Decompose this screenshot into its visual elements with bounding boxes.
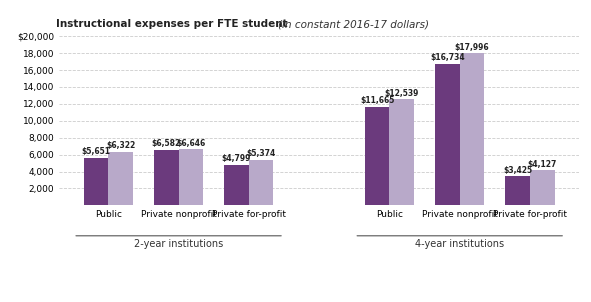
Text: $4,799: $4,799 <box>222 154 251 163</box>
Text: $3,425: $3,425 <box>503 166 532 175</box>
Bar <box>84 158 108 205</box>
Text: $5,374: $5,374 <box>246 149 276 158</box>
Text: Instructional expenses per FTE student: Instructional expenses per FTE student <box>57 19 288 30</box>
Text: $6,582: $6,582 <box>152 139 181 148</box>
Bar <box>389 99 414 205</box>
Bar <box>108 152 133 205</box>
Bar <box>224 165 249 205</box>
Text: $6,646: $6,646 <box>176 139 206 148</box>
Bar <box>505 176 530 205</box>
Bar <box>530 170 554 205</box>
Text: $17,996: $17,996 <box>454 43 489 52</box>
Text: $5,651: $5,651 <box>82 147 111 156</box>
Text: $11,665: $11,665 <box>360 96 394 105</box>
Bar <box>460 53 484 205</box>
Text: 4-year institutions: 4-year institutions <box>415 239 504 249</box>
Bar <box>249 160 274 205</box>
Bar <box>178 149 203 205</box>
Text: 2-year institutions: 2-year institutions <box>134 239 223 249</box>
Text: $16,734: $16,734 <box>430 53 465 62</box>
Text: (In constant 2016-17 dollars): (In constant 2016-17 dollars) <box>278 19 428 30</box>
Text: $4,127: $4,127 <box>528 160 557 169</box>
Bar <box>154 150 178 205</box>
Bar <box>365 107 389 205</box>
Text: $12,539: $12,539 <box>385 89 419 98</box>
Text: $6,322: $6,322 <box>106 141 135 150</box>
Bar <box>435 64 460 205</box>
